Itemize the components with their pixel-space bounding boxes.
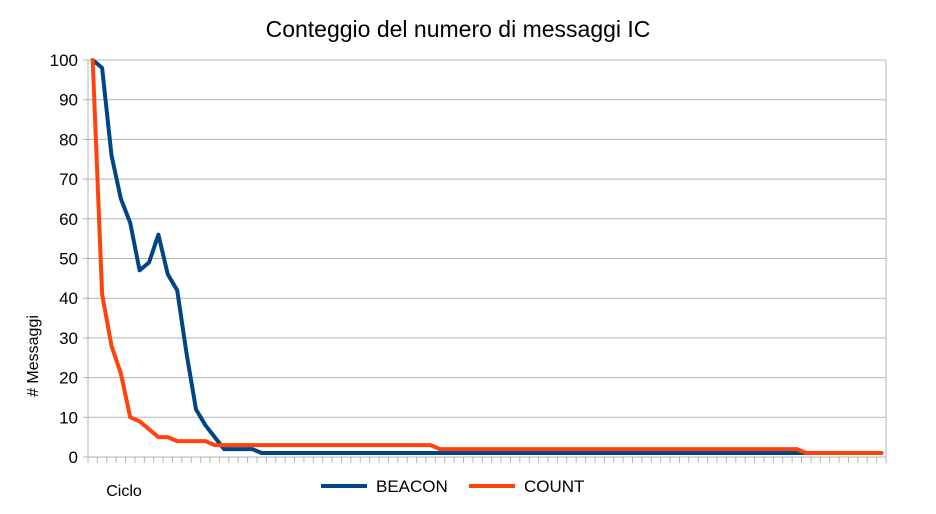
chart-title: Conteggio del numero di messaggi IC	[266, 16, 651, 42]
legend-label-count: COUNT	[524, 477, 584, 496]
y-tick-label: 10	[59, 408, 78, 427]
x-axis	[87, 456, 887, 463]
y-axis-ticks: 0 10 20 30 40 50 60 70 80 90 100	[50, 51, 88, 467]
series-line-count	[90, 58, 884, 455]
y-tick-label: 80	[59, 130, 78, 149]
legend: BEACON COUNT	[321, 477, 584, 496]
series-line-beacon	[90, 58, 884, 455]
y-tick-label: 30	[59, 329, 78, 348]
y-tick-label: 0	[69, 448, 78, 467]
y-tick-label: 100	[50, 51, 78, 70]
y-tick-label: 40	[59, 289, 78, 308]
y-tick-label: 50	[59, 250, 78, 269]
y-axis-label: # Messaggi	[25, 315, 42, 397]
gridlines	[87, 59, 887, 458]
legend-label-beacon: BEACON	[376, 477, 448, 496]
x-axis-label: Ciclo	[106, 483, 142, 500]
series-lines	[90, 58, 884, 455]
y-tick-label: 60	[59, 210, 78, 229]
y-tick-label: 20	[59, 369, 78, 388]
y-tick-label: 90	[59, 91, 78, 110]
y-tick-label: 70	[59, 170, 78, 189]
